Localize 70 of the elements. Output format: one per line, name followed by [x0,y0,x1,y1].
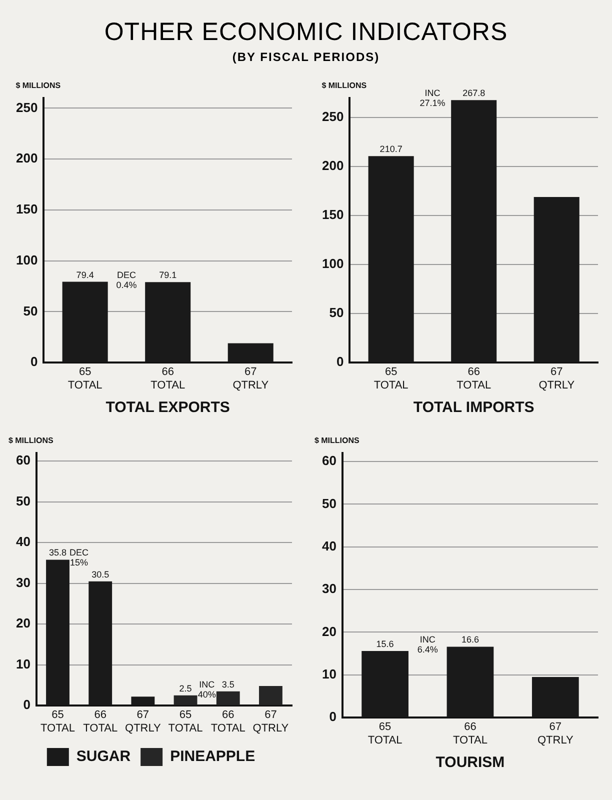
y-tick-label: 50 [322,496,336,511]
y-tick-label: 10 [322,666,336,682]
x-tick-label: 66 TOTAL [453,721,488,746]
y-tick-label: 200 [16,150,38,166]
data-label: 30.5 [92,569,110,580]
x-tick-label: 66 TOTAL [210,709,246,734]
x-tick-label: 67 QTRLY [125,709,162,734]
annotation: DEC 0.4% [116,270,137,290]
x-tick-label: 65 TOTAL [374,366,408,392]
data-label: 2.5 [179,683,192,694]
annotation: DEC 15% [70,548,90,568]
x-tick-label: 65 TOTAL [68,366,102,392]
y-tick-label: 10 [16,656,30,672]
annotation: INC 27.1% [420,88,446,108]
data-label: 35.8 [48,548,67,558]
y-tick-label: 50 [329,305,344,320]
y-tick-label: 60 [322,453,336,468]
y-tick-label: 30 [16,574,30,590]
data-label: 15.6 [376,639,394,650]
y-tick-label: 200 [322,158,344,174]
y-tick-label: 40 [16,534,30,550]
bar [174,695,198,706]
y-tick-label: 50 [16,493,30,508]
data-label: 3.5 [222,679,234,690]
legend-label: SUGAR [76,748,131,766]
y-tick-label: 50 [23,303,38,318]
x-axis-title: TOTAL IMPORTS [413,399,534,416]
y-axis-title: $ MILLIONS [8,436,54,446]
x-tick-label: 67 QTRLY [538,366,576,392]
y-tick-label: 60 [16,452,30,468]
data-label: 210.7 [380,144,402,154]
bar [258,686,282,706]
legend-label: PINEAPPLE [170,748,256,766]
y-tick-label: 100 [16,252,38,268]
x-tick-label: 65 TOTAL [40,709,75,734]
y-tick-label: 150 [322,207,344,222]
x-tick-label: 66 TOTAL [456,366,492,392]
annotation: INC 6.4% [417,634,438,655]
x-tick-label: 67 QTRLY [537,721,574,746]
y-tick-label: 0 [329,709,336,724]
x-axis-title: TOURISM [436,754,505,772]
data-label: 267.8 [462,88,486,98]
y-tick-label: 250 [16,100,38,115]
x-tick-label: 65 TOTAL [368,721,402,746]
y-tick-label: 0 [336,354,344,370]
y-tick-label: 40 [322,538,336,554]
y-tick-label: 0 [30,354,38,370]
y-tick-label: 20 [322,624,336,639]
x-tick-label: 67 QTRLY [232,366,270,392]
y-tick-label: 0 [23,697,30,712]
y-tick-label: 100 [322,256,344,272]
x-tick-label: 66 TOTAL [150,366,186,392]
chart-title: OTHER ECONOMIC INDICATORS [103,18,509,47]
y-axis-title: $ MILLIONS [16,81,62,90]
y-tick-label: 20 [16,616,30,631]
y-axis-title: $ MILLIONS [322,81,368,90]
y-tick-label: 250 [322,109,344,124]
y-tick-label: 150 [16,202,38,217]
x-tick-label: 67 QTRLY [252,709,290,734]
x-tick-label: 65 TOTAL [168,709,203,734]
x-tick-label: 66 TOTAL [83,709,118,734]
data-label: 79.4 [76,270,94,280]
data-label: 16.6 [461,634,479,645]
y-tick-label: 30 [322,581,336,596]
annotation: INC 40% [198,679,216,700]
data-label: 79.1 [159,270,177,280]
y-axis-title: $ MILLIONS [314,436,360,446]
x-axis-title: TOTAL EXPORTS [106,399,230,416]
bar [216,691,240,706]
chart-subtitle: (BY FISCAL PERIODS) [231,50,381,64]
